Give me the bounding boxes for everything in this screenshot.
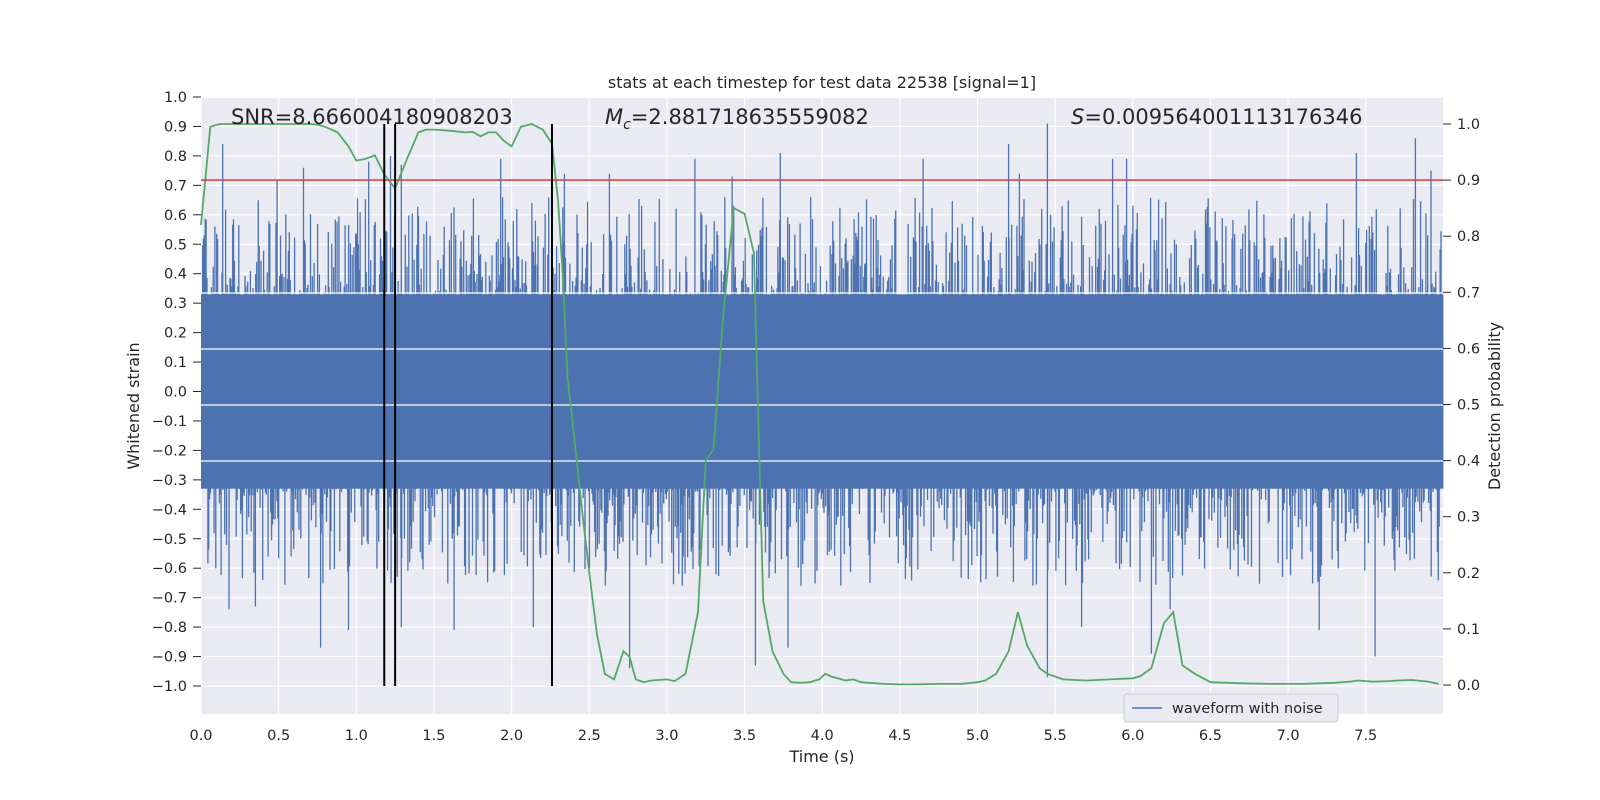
legend-box <box>1123 693 1339 723</box>
x-axis-label: Time (s) <box>788 747 854 766</box>
y-right-tick-label: 0.2 <box>1457 566 1480 582</box>
y-left-tick-labels: 1.0 0.9 0.8 0.7 0.6 0.5 0.4 0.3 0.2 0.1 0.0 −0.1 −0.… <box>152 90 201 695</box>
overlays <box>201 124 1443 686</box>
x-tick-label: 0.5 <box>267 728 290 744</box>
probability-line <box>200 123 1439 686</box>
legend-label: waveform with noise <box>1172 701 1323 717</box>
y-left-tick-label: 0.7 <box>164 178 187 194</box>
y-right-axis-label: Detection probability <box>1485 322 1504 490</box>
y-left-tick-label: −0.6 <box>152 561 187 577</box>
x-tick-label: 1.5 <box>422 728 445 744</box>
y-right-tick-label: 0.5 <box>1457 398 1480 414</box>
y-right-tick-label: 0.7 <box>1457 285 1480 301</box>
y-left-tick-label: −0.3 <box>152 473 187 489</box>
x-tick-label: 3.5 <box>733 728 756 744</box>
x-tick-label: 7.5 <box>1354 728 1377 744</box>
y-left-tick-label: −0.8 <box>152 620 187 636</box>
x-tick-label: 4.5 <box>888 728 911 744</box>
y-right-tick-label: 0.3 <box>1457 510 1480 526</box>
x-tick-label: 6.5 <box>1199 728 1222 744</box>
x-tick-label: 5.0 <box>966 728 989 744</box>
y-left-tick-label: 0.5 <box>164 237 187 253</box>
y-left-tick-label: −0.4 <box>152 502 187 518</box>
y-left-tick-label: 0.2 <box>164 326 187 342</box>
x-tick-label: 0.0 <box>189 728 212 744</box>
x-tick-label: 7.0 <box>1277 728 1300 744</box>
x-tick-label: 6.0 <box>1121 728 1144 744</box>
y-left-tick-label: −0.7 <box>152 591 187 607</box>
x-tick-labels: 0.0 0.5 1.0 1.5 2.0 2.5 3.0 3.5 4.0 4.5 5.0 5.5 6.0 6… <box>189 728 1377 744</box>
y-left-tick-label: 0.4 <box>164 267 187 283</box>
s-annotation: S=0.009564001113176346 <box>1071 105 1362 129</box>
y-left-tick-label: 0.0 <box>164 385 187 401</box>
x-tick-label: 1.0 <box>345 728 368 744</box>
y-right-tick-label: 0.9 <box>1457 173 1480 189</box>
y-right-tick-label: 0.6 <box>1457 341 1480 357</box>
y-left-tick-label: −0.5 <box>152 532 187 548</box>
y-left-tick-label: 0.9 <box>164 119 187 135</box>
y-left-tick-label: −0.9 <box>152 650 187 666</box>
x-tick-label: 3.0 <box>655 728 678 744</box>
chart-title: stats at each timestep for test data 225… <box>608 73 1036 92</box>
y-right-tick-labels: 1.0 0.9 0.8 0.7 0.6 0.5 0.4 0.3 0.2 0.1 0.0 <box>1443 117 1480 694</box>
waveform-series <box>201 123 1444 678</box>
y-right-tick-label: 0.0 <box>1457 678 1480 694</box>
y-right-tick-label: 0.1 <box>1457 622 1480 638</box>
y-left-tick-label: 0.8 <box>164 149 187 165</box>
x-tick-label: 2.0 <box>500 728 523 744</box>
x-tick-label: 2.5 <box>578 728 601 744</box>
y-right-tick-label: 0.4 <box>1457 454 1480 470</box>
y-left-tick-label: −0.2 <box>152 443 187 459</box>
snr-annotation: SNR=8.666004180908203 <box>231 105 513 129</box>
probability-series <box>200 123 1439 686</box>
chirp-mass-annotation: Mc=2.881718635559082 <box>605 105 869 133</box>
y-left-tick-label: 0.6 <box>164 208 187 224</box>
x-tick-label: 4.0 <box>811 728 834 744</box>
y-left-axis-label: Whitened strain <box>124 342 143 469</box>
y-right-tick-label: 0.8 <box>1457 229 1480 245</box>
y-left-tick-label: 0.1 <box>164 355 187 371</box>
y-left-tick-label: −1.0 <box>152 679 187 695</box>
y-left-tick-label: −0.1 <box>152 414 187 430</box>
y-right-tick-label: 1.0 <box>1457 117 1480 133</box>
y-left-tick-label: 0.3 <box>164 296 187 312</box>
y-left-tick-label: 1.0 <box>164 90 187 106</box>
x-tick-label: 5.5 <box>1044 728 1067 744</box>
legend: waveform with noise <box>1123 693 1339 723</box>
